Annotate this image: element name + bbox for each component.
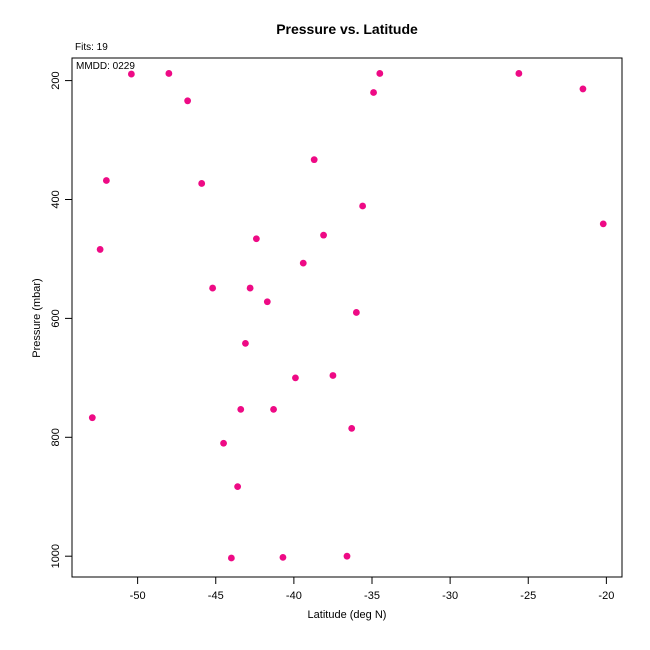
data-point [270,405,277,413]
data-point [320,231,327,239]
data-point [184,97,192,105]
data-point [88,414,96,422]
data-point [348,424,356,432]
data-point [329,372,337,379]
data-point [102,177,110,184]
x-tick-label: -40 [286,590,302,602]
data-point [242,339,249,347]
data-point [292,374,299,382]
chart-title: Pressure vs. Latitude [276,21,418,37]
data-points [88,70,607,562]
data-point [343,552,351,560]
x-tick-label: -20 [598,590,614,602]
data-point [246,284,254,292]
x-axis-label: Latitude (deg N) [308,609,387,621]
x-axis: -50 -45 -40 -35 -30 -25 -20 [130,577,614,602]
data-point [237,405,245,413]
data-point [209,284,217,292]
fits-annotation: Fits: 19 [75,42,108,53]
data-point [127,70,135,78]
data-point [310,156,318,164]
data-point [252,235,260,243]
data-point [96,246,104,253]
data-point [376,70,384,77]
x-tick-label: -25 [520,590,536,602]
x-tick-label: -30 [442,590,458,602]
y-tick-label: 800 [50,428,62,446]
y-tick-label: 600 [50,309,62,327]
data-point [299,259,307,267]
x-tick-label: -50 [130,590,146,602]
data-point [263,298,271,306]
plot-frame [71,57,623,578]
y-axis: 200 400 600 800 1000 [50,71,72,568]
data-point [198,180,206,187]
y-tick-label: 1000 [50,544,62,568]
x-tick-label: -35 [364,590,380,602]
data-point [220,439,227,447]
y-tick-label: 400 [50,190,62,208]
y-axis-label: Pressure (mbar) [31,278,43,357]
data-point [579,85,587,93]
data-point [234,483,242,491]
mmdd-annotation: MMDD: 0229 [76,61,135,72]
data-point [359,202,367,210]
data-point [279,553,287,561]
data-point [227,554,235,562]
data-point [515,70,523,77]
data-point [370,89,377,96]
data-point [352,309,360,316]
data-point [165,70,173,77]
data-point [599,220,607,228]
x-tick-label: -45 [208,590,224,602]
y-tick-label: 200 [50,71,62,89]
